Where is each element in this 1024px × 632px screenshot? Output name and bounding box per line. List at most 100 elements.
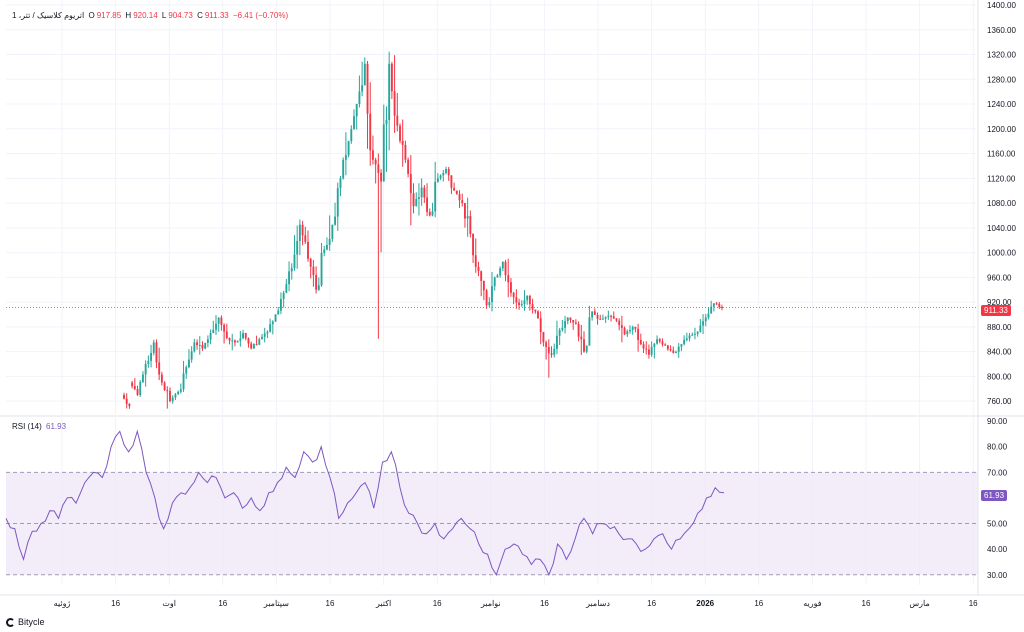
candle-body: [666, 345, 669, 350]
candle-body: [139, 381, 142, 395]
candle-body: [434, 181, 437, 212]
candle-body: [669, 349, 672, 351]
candle-body: [125, 398, 128, 404]
time-tick-label: 16: [540, 599, 549, 608]
candle-body: [491, 286, 493, 303]
candle-body: [645, 348, 648, 350]
price-tick-label: 1160.00: [987, 150, 1016, 159]
candle-body: [653, 343, 656, 347]
candle-body: [393, 91, 396, 116]
candle-body: [504, 261, 507, 276]
high-value: 920.14: [133, 11, 158, 20]
candle-body: [493, 277, 496, 287]
candle-body: [712, 303, 715, 307]
open-value: 917.85: [96, 11, 122, 20]
rsi-legend[interactable]: RSI (14) 61.93: [12, 422, 68, 431]
brand-logo[interactable]: Bitycle: [6, 617, 45, 627]
candle-body: [223, 324, 226, 332]
candle-body: [601, 318, 604, 320]
candle-body: [466, 216, 469, 219]
candle-body: [328, 238, 331, 245]
candle-body: [169, 390, 171, 402]
candle-body: [656, 339, 659, 344]
price-axis[interactable]: 760.00 800.00 840.00 880.00 920.00 960.00 1000…: [987, 1, 1016, 580]
candle-body: [704, 317, 707, 322]
candle-body: [547, 346, 550, 354]
ohlc-legend: اتریوم کلاسیک / تتر، 1 O 917.85 H 920.14 L…: [12, 11, 290, 20]
time-tick-label: دسامبر: [585, 599, 610, 608]
time-tick-label: مارس: [909, 599, 929, 608]
candle-body: [323, 249, 326, 254]
candle-body: [206, 339, 209, 343]
last-price-tag: 911.33: [981, 305, 1011, 316]
candle-body: [461, 200, 464, 204]
candle-body: [401, 140, 404, 145]
candle-body: [155, 342, 158, 363]
candle-body: [542, 332, 545, 343]
candle-body: [507, 275, 510, 283]
candle-body: [309, 258, 312, 267]
candle-body: [718, 303, 721, 308]
candle-body: [215, 323, 217, 330]
time-tick-label: 16: [218, 599, 227, 608]
close-label: C: [197, 11, 203, 20]
candle-body: [564, 321, 567, 328]
candle-body: [520, 303, 523, 306]
candle-body: [255, 344, 258, 346]
candle-body: [569, 317, 572, 321]
candle-body: [198, 345, 201, 347]
rsi-line: [5, 429, 725, 577]
candle-body: [136, 389, 139, 395]
candle-body: [447, 169, 450, 176]
price-tick-label: 840.00: [987, 348, 1012, 357]
candle-body: [488, 302, 491, 306]
candle-body: [485, 290, 488, 306]
candle-body: [374, 159, 377, 165]
candle-body: [304, 235, 307, 242]
candle-body: [696, 331, 699, 334]
candle-body: [588, 317, 591, 346]
candle-body: [355, 104, 358, 117]
candle-body: [236, 340, 239, 343]
candle-body: [412, 193, 415, 207]
candle-body: [128, 403, 131, 407]
time-tick-label: 16: [326, 599, 335, 608]
price-tick-label: 880.00: [987, 323, 1012, 332]
candle-body: [512, 292, 515, 298]
candle-body: [187, 359, 190, 368]
candle-body: [288, 271, 291, 285]
low-label: L: [161, 11, 167, 20]
price-tick-label: 1200.00: [987, 125, 1016, 134]
price-tick-label: 1360.00: [987, 26, 1016, 35]
candle-body: [474, 255, 477, 267]
candlestick-series: [6, 51, 978, 409]
candle-body: [220, 317, 223, 325]
candle-body: [683, 339, 686, 345]
candle-body: [715, 303, 718, 305]
candle-body: [339, 178, 342, 189]
candle-body: [317, 285, 320, 290]
brand-name: Bitycle: [18, 617, 45, 627]
candle-body: [710, 306, 713, 314]
candle-body: [196, 342, 199, 346]
candle-body: [190, 351, 193, 360]
candle-body: [426, 197, 429, 212]
time-tick-label: 16: [969, 599, 978, 608]
symbol-title[interactable]: اتریوم کلاسیک / تتر، 1: [12, 11, 85, 20]
candle-body: [591, 311, 594, 318]
candle-body: [141, 374, 144, 382]
time-tick-label: 16: [862, 599, 871, 608]
rsi-value-tag: 61.93: [981, 490, 1008, 501]
time-axis[interactable]: ژوئیه 16 اوت 16 سپتامبر 16 اکتبر 16 نوامبر 16 دسام…: [54, 599, 979, 608]
candle-body: [436, 178, 439, 182]
price-tick-label: 1280.00: [987, 75, 1016, 84]
change-value: −6.41 (−0.70%): [232, 11, 289, 20]
candle-body: [261, 336, 263, 340]
candle-body: [382, 124, 385, 182]
candle-body: [315, 275, 318, 290]
high-label: H: [125, 11, 132, 20]
time-tick-label: 16: [433, 599, 442, 608]
candle-body: [377, 164, 380, 173]
candle-body: [307, 241, 309, 259]
